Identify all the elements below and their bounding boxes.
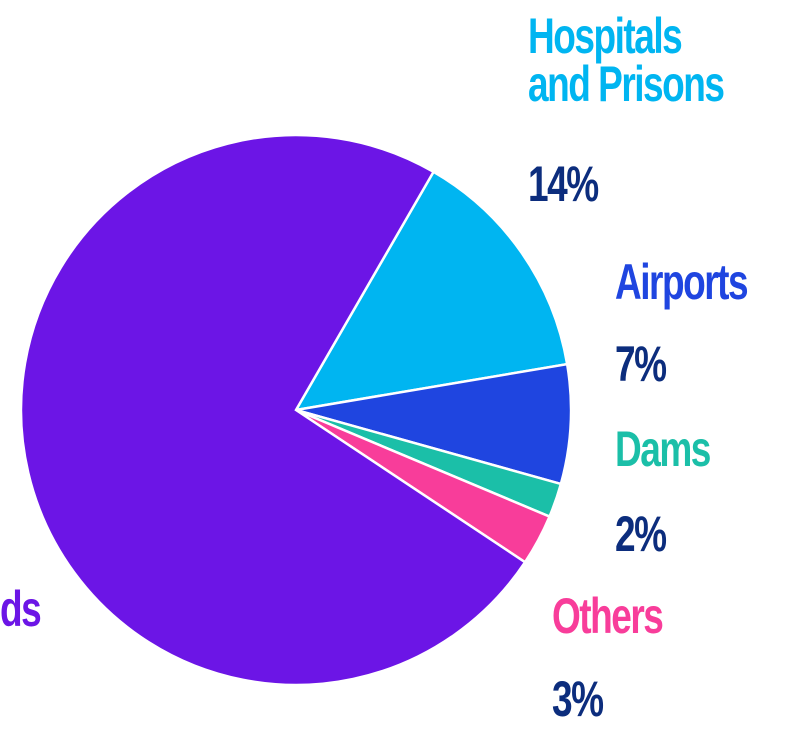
slice-label: ds [0, 581, 42, 637]
slice-label: Hospitals and Prisons [528, 8, 725, 112]
slice-value-label: 3% [552, 671, 604, 727]
pie-slice [295, 362, 573, 486]
pie-slice [19, 133, 527, 687]
slice-label: Dams [615, 421, 711, 477]
slice-label: Others [552, 588, 664, 644]
slice-value-label: 7% [615, 336, 667, 392]
slice-value-label: 2% [615, 506, 667, 562]
slice-label: Airports [615, 254, 749, 310]
pie-slice [293, 170, 569, 412]
slice-value-label: 14% [528, 156, 599, 212]
